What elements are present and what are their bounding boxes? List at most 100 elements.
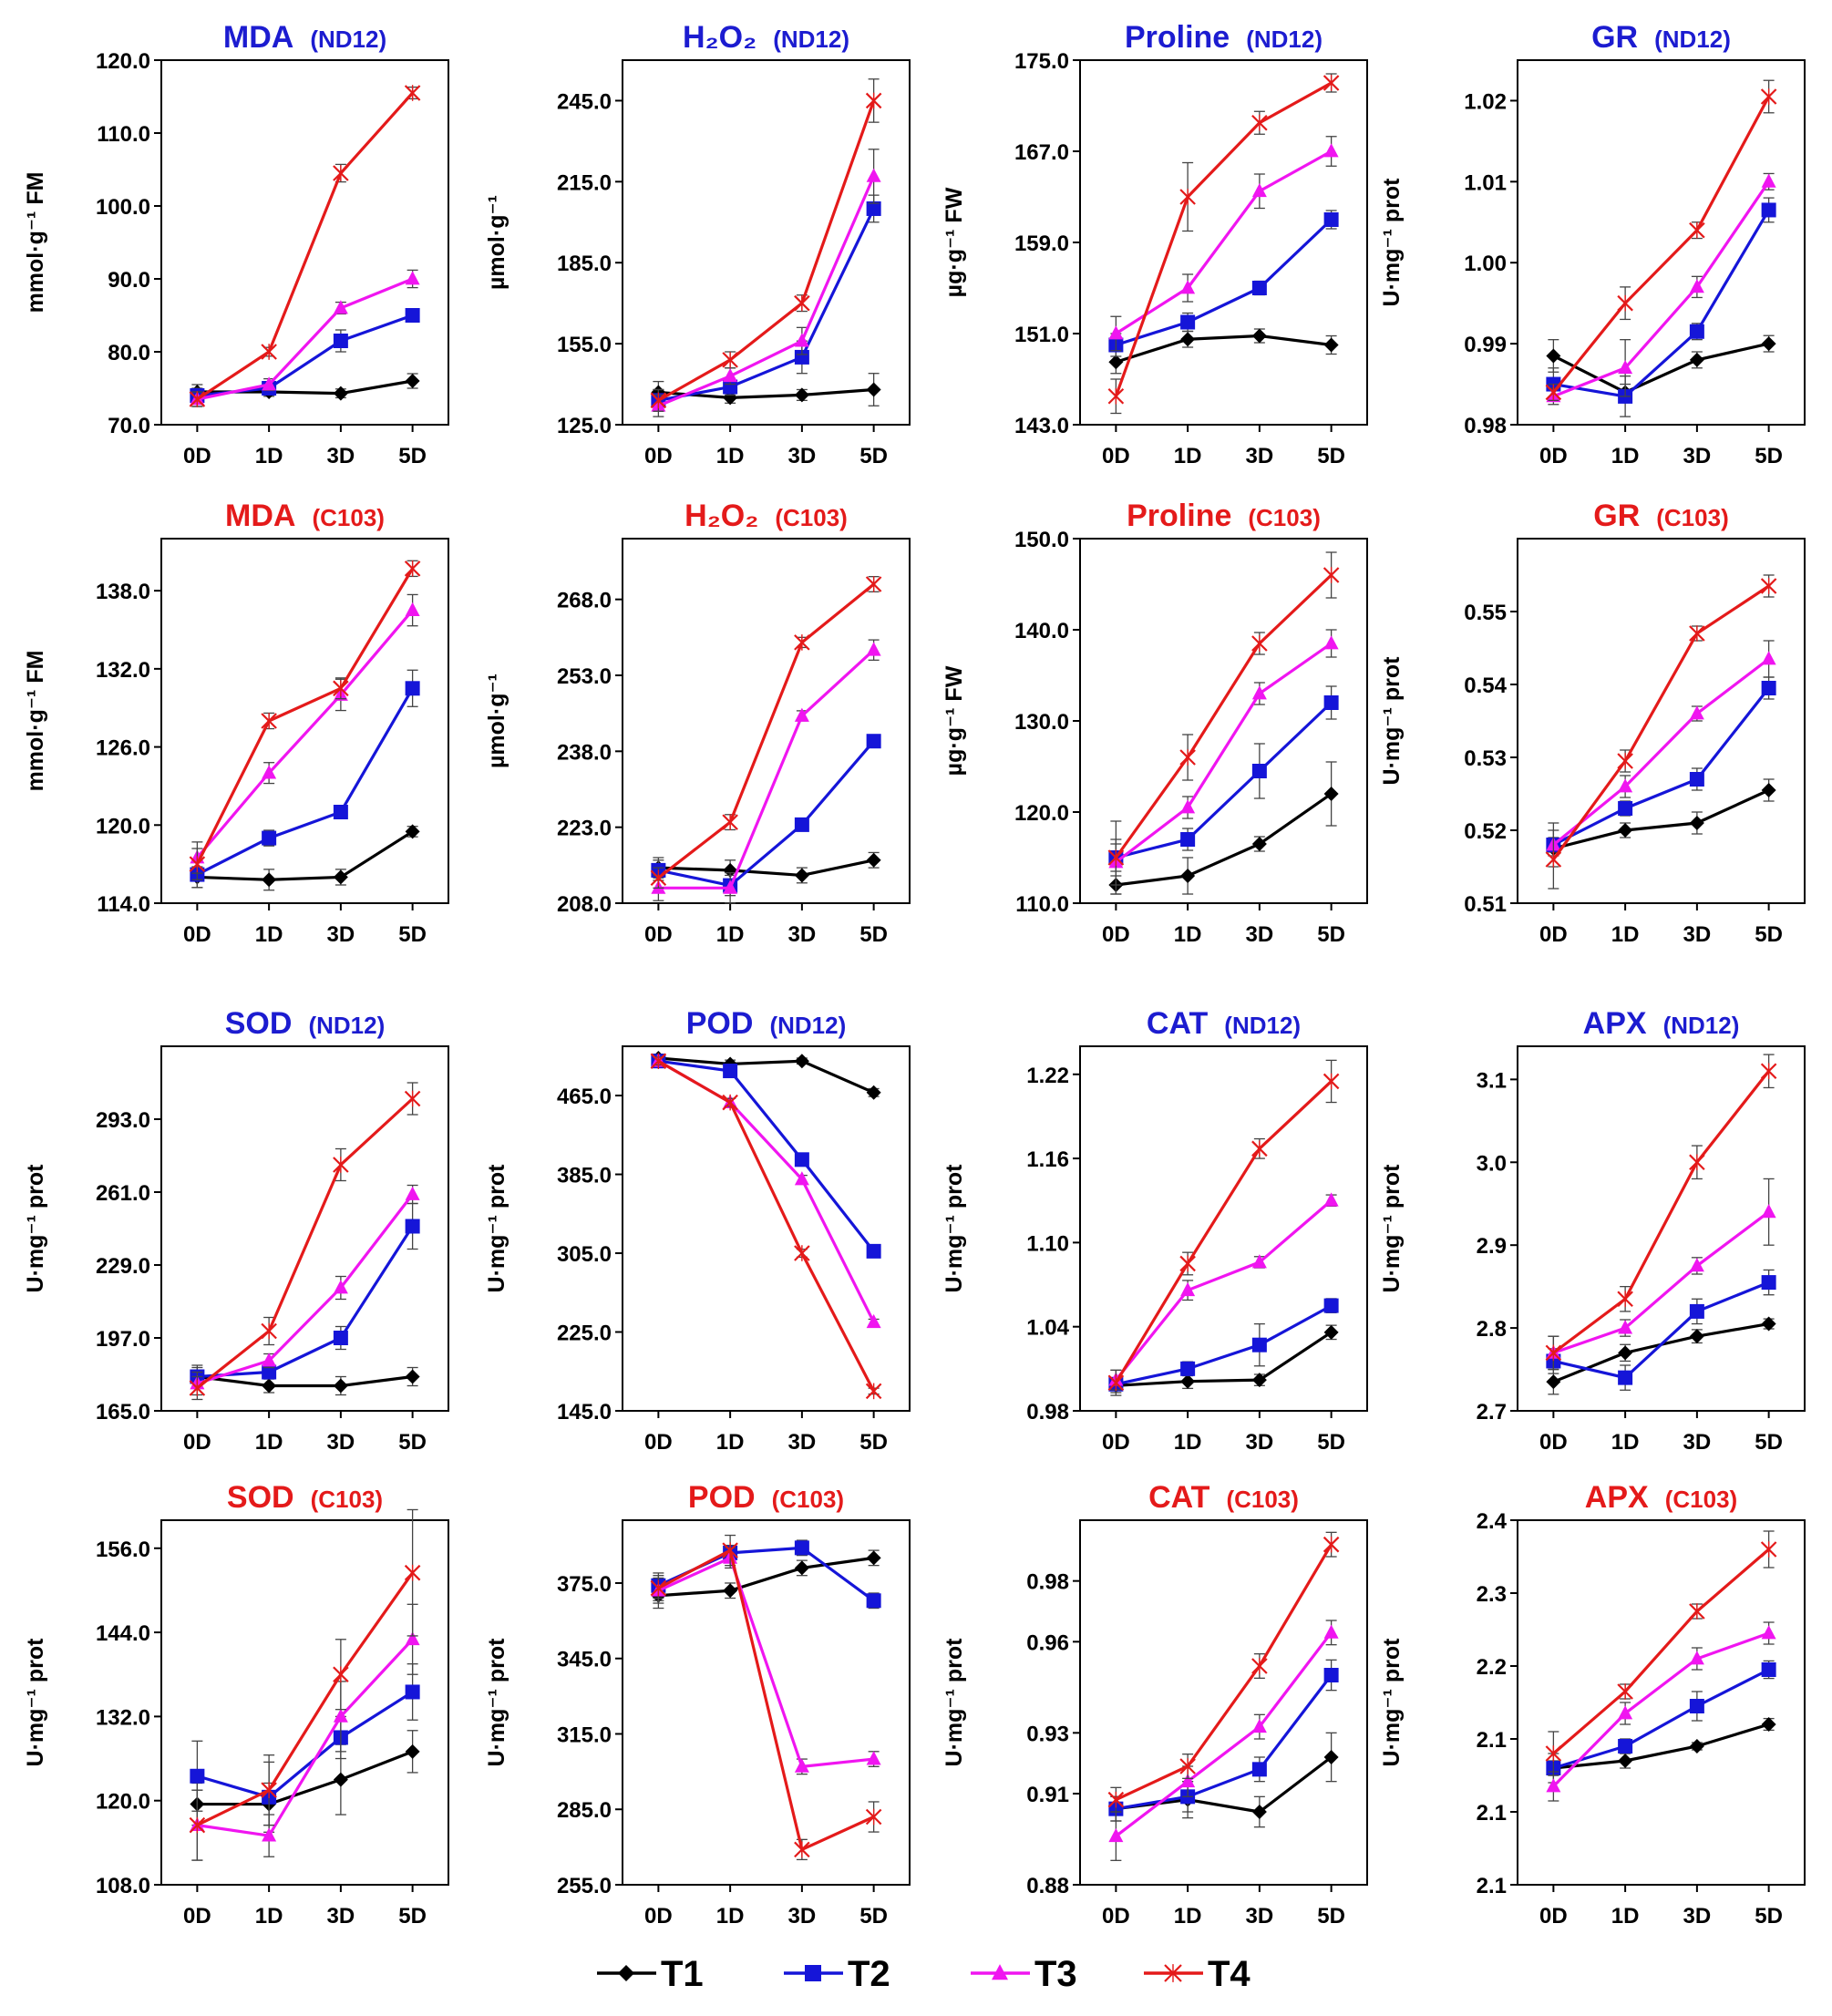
series-line <box>1552 342 1769 395</box>
data-point <box>333 300 348 314</box>
x-tick-label: 1D <box>255 1904 283 1929</box>
data-point <box>405 271 420 285</box>
chart-panel: MDA (ND12) mmol·g⁻¹ FM 70.0 80.0 90.0 100.0 110… <box>23 20 449 468</box>
series-line <box>196 1691 414 1799</box>
series-line <box>1116 1674 1333 1811</box>
y-tick-label: 0.54 <box>1464 674 1507 698</box>
data-point <box>405 308 420 323</box>
chart-title: POD (ND12) <box>686 1006 846 1041</box>
series-line <box>197 1638 414 1837</box>
series-t4 <box>1545 1054 1777 1371</box>
y-tick-label: 0.98 <box>1026 1400 1069 1425</box>
series-line <box>1552 788 1770 850</box>
x-tick-label: 0D <box>183 1904 211 1929</box>
series-line <box>1115 334 1332 364</box>
series-t3 <box>1108 1192 1339 1391</box>
x-tick-label: 1D <box>1611 444 1640 468</box>
data-point <box>1251 328 1267 344</box>
series-line <box>1552 180 1770 398</box>
series-line <box>196 1193 414 1385</box>
data-point <box>866 642 881 656</box>
data-point <box>333 680 349 697</box>
data-point <box>1180 869 1196 883</box>
data-point <box>261 1782 277 1798</box>
data-point <box>866 1550 881 1566</box>
data-point <box>1618 801 1633 816</box>
y-axis-label: U·mg⁻¹ prot <box>1379 1638 1405 1767</box>
data-point <box>261 344 277 360</box>
data-point <box>189 391 206 407</box>
x-tick-label: 3D <box>1246 444 1274 468</box>
data-point <box>262 1827 277 1842</box>
data-point <box>1760 88 1777 105</box>
series-t2 <box>1108 210 1339 357</box>
legend: T1 T2 T3 T4 <box>597 1954 1250 1994</box>
series-line <box>197 1750 414 1806</box>
x-tick-label: 5D <box>398 444 427 468</box>
data-point <box>1760 1063 1777 1080</box>
plot-frame <box>160 1045 449 1412</box>
series-line <box>658 1556 874 1598</box>
series-line <box>1115 1199 1333 1382</box>
legend-label: T3 <box>1034 1954 1077 1994</box>
series-line <box>658 859 874 878</box>
data-point <box>1323 143 1339 158</box>
data-point <box>1689 1651 1704 1665</box>
data-point <box>794 1841 810 1858</box>
data-point <box>405 824 420 839</box>
y-tick-label: 2.7 <box>1477 1400 1507 1425</box>
chart-panel: Proline (ND12) µg·g⁻¹ FW 143.0 151.0 159.0 167… <box>942 20 1368 468</box>
series-line <box>196 1571 414 1827</box>
y-tick-label: 1.16 <box>1026 1147 1069 1172</box>
data-point <box>1689 816 1704 830</box>
series-t4 <box>1107 551 1340 895</box>
y-axis-label: U·mg⁻¹ prot <box>484 1638 509 1767</box>
data-point <box>404 1090 421 1107</box>
data-point <box>1180 799 1196 814</box>
data-point <box>794 1054 809 1069</box>
data-point <box>866 852 881 868</box>
data-point <box>1180 832 1196 847</box>
data-point <box>866 382 881 397</box>
series-t4 <box>1545 1530 1777 1776</box>
data-point <box>1689 352 1704 367</box>
data-point <box>1251 1140 1268 1157</box>
data-point <box>1546 1374 1561 1390</box>
data-point <box>1180 332 1196 347</box>
series-t1 <box>190 373 420 401</box>
chart-title: APX (C103) <box>1585 1480 1737 1515</box>
x-tick-label: 3D <box>327 922 355 947</box>
series-t4 <box>650 1053 882 1400</box>
data-point <box>794 1245 810 1261</box>
y-tick-label: 2.1 <box>1477 1728 1507 1753</box>
x-tick-label: 3D <box>788 1430 817 1455</box>
data-point <box>1323 1750 1339 1764</box>
data-point <box>405 602 420 616</box>
y-tick-label: 0.88 <box>1026 1874 1069 1898</box>
series-t3 <box>1546 1621 1776 1802</box>
series-t4 <box>1107 73 1340 415</box>
series-t4 <box>1545 574 1777 890</box>
data-point <box>261 1322 277 1340</box>
series-t2 <box>190 308 420 404</box>
data-point <box>650 392 667 409</box>
series-line <box>657 1059 876 1393</box>
chart-panel: SOD (ND12) U·mg⁻¹ prot 165.0 197.0 229.0 261.0… <box>23 1006 449 1455</box>
y-tick-label: 3.0 <box>1477 1151 1507 1176</box>
series-t1 <box>1108 1732 1339 1828</box>
x-tick-label: 3D <box>327 1904 355 1929</box>
data-point <box>865 576 882 592</box>
x-tick-label: 1D <box>1174 1904 1202 1929</box>
series-line <box>657 99 876 402</box>
chart-title: POD (C103) <box>688 1480 844 1515</box>
y-tick-label: 261.0 <box>96 1181 150 1206</box>
data-point <box>405 1219 420 1234</box>
x-tick-label: 3D <box>1246 1904 1274 1929</box>
x-tick-label: 5D <box>398 1430 427 1455</box>
series-line <box>657 1059 876 1323</box>
data-point <box>1251 837 1267 851</box>
series-line <box>658 1056 875 1095</box>
x-tick-label: 0D <box>1539 1904 1568 1929</box>
data-point <box>333 869 348 885</box>
data-point <box>1323 567 1340 583</box>
